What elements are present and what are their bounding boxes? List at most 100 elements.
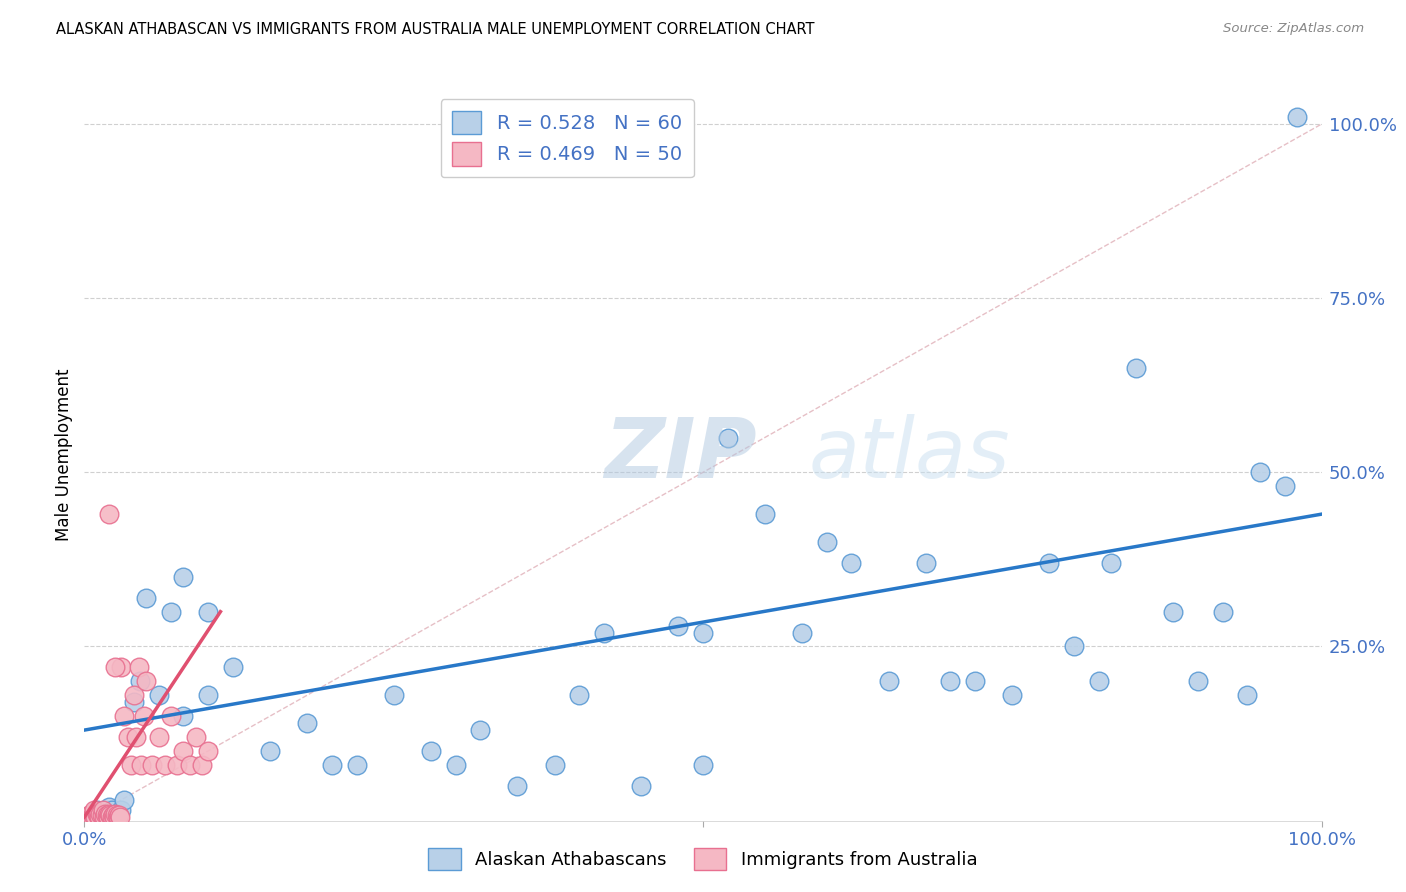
Point	[153, 758, 176, 772]
Point	[94, 806, 117, 821]
Point	[98, 808, 121, 822]
Point	[914, 556, 936, 570]
Point	[166, 758, 188, 772]
Point	[295, 716, 318, 731]
Point	[84, 810, 107, 824]
Point	[939, 674, 962, 689]
Point	[97, 810, 120, 824]
Point	[112, 709, 135, 723]
Point	[470, 723, 492, 737]
Point	[754, 507, 776, 521]
Point	[1274, 479, 1296, 493]
Point	[107, 810, 129, 824]
Point	[197, 605, 219, 619]
Point	[717, 430, 740, 444]
Text: atlas: atlas	[808, 415, 1010, 495]
Point	[128, 660, 150, 674]
Point	[346, 758, 368, 772]
Point	[120, 758, 142, 772]
Point	[89, 806, 111, 821]
Point	[1285, 110, 1308, 124]
Point	[79, 810, 101, 824]
Point	[1249, 466, 1271, 480]
Point	[105, 808, 128, 822]
Point	[197, 688, 219, 702]
Point	[84, 809, 107, 823]
Point	[179, 758, 201, 772]
Point	[83, 806, 105, 821]
Point	[90, 808, 112, 822]
Point	[184, 730, 207, 744]
Point	[419, 744, 441, 758]
Point	[110, 810, 132, 824]
Point	[135, 591, 157, 605]
Point	[79, 808, 101, 822]
Point	[80, 810, 103, 824]
Point	[79, 806, 101, 821]
Point	[1187, 674, 1209, 689]
Point	[1063, 640, 1085, 654]
Point	[98, 799, 121, 814]
Point	[1212, 605, 1234, 619]
Point	[593, 625, 616, 640]
Point	[122, 695, 145, 709]
Point	[108, 808, 131, 822]
Point	[82, 808, 104, 822]
Point	[83, 803, 105, 817]
Text: ZIP: ZIP	[605, 415, 756, 495]
Point	[117, 730, 139, 744]
Point	[101, 808, 124, 822]
Point	[100, 810, 122, 824]
Point	[877, 674, 900, 689]
Point	[86, 803, 108, 817]
Point	[259, 744, 281, 758]
Point	[160, 709, 183, 723]
Point	[104, 660, 127, 674]
Point	[104, 810, 127, 824]
Point	[104, 806, 127, 821]
Text: Source: ZipAtlas.com: Source: ZipAtlas.com	[1223, 22, 1364, 36]
Point	[132, 709, 155, 723]
Point	[815, 535, 838, 549]
Point	[666, 618, 689, 632]
Point	[172, 744, 194, 758]
Point	[110, 660, 132, 674]
Point	[93, 810, 115, 824]
Point	[86, 806, 108, 821]
Point	[89, 810, 111, 824]
Point	[122, 688, 145, 702]
Point	[1099, 556, 1122, 570]
Point	[965, 674, 987, 689]
Point	[1161, 605, 1184, 619]
Point	[77, 810, 100, 824]
Point	[172, 709, 194, 723]
Point	[321, 758, 343, 772]
Point	[692, 758, 714, 772]
Point	[135, 674, 157, 689]
Point	[148, 730, 170, 744]
Point	[568, 688, 591, 702]
Point	[506, 779, 529, 793]
Point	[692, 625, 714, 640]
Point	[96, 808, 118, 822]
Point	[160, 605, 183, 619]
Legend: Alaskan Athabascans, Immigrants from Australia: Alaskan Athabascans, Immigrants from Aus…	[422, 841, 984, 878]
Point	[141, 758, 163, 772]
Point	[91, 806, 114, 821]
Point	[191, 758, 214, 772]
Point	[129, 674, 152, 689]
Point	[96, 808, 118, 822]
Point	[1001, 688, 1024, 702]
Point	[91, 803, 114, 817]
Point	[1088, 674, 1111, 689]
Point	[112, 793, 135, 807]
Point	[1236, 688, 1258, 702]
Point	[103, 810, 125, 824]
Point	[222, 660, 245, 674]
Y-axis label: Male Unemployment: Male Unemployment	[55, 368, 73, 541]
Point	[444, 758, 467, 772]
Point	[82, 808, 104, 822]
Point	[125, 730, 148, 744]
Point	[1125, 360, 1147, 375]
Point	[110, 803, 132, 817]
